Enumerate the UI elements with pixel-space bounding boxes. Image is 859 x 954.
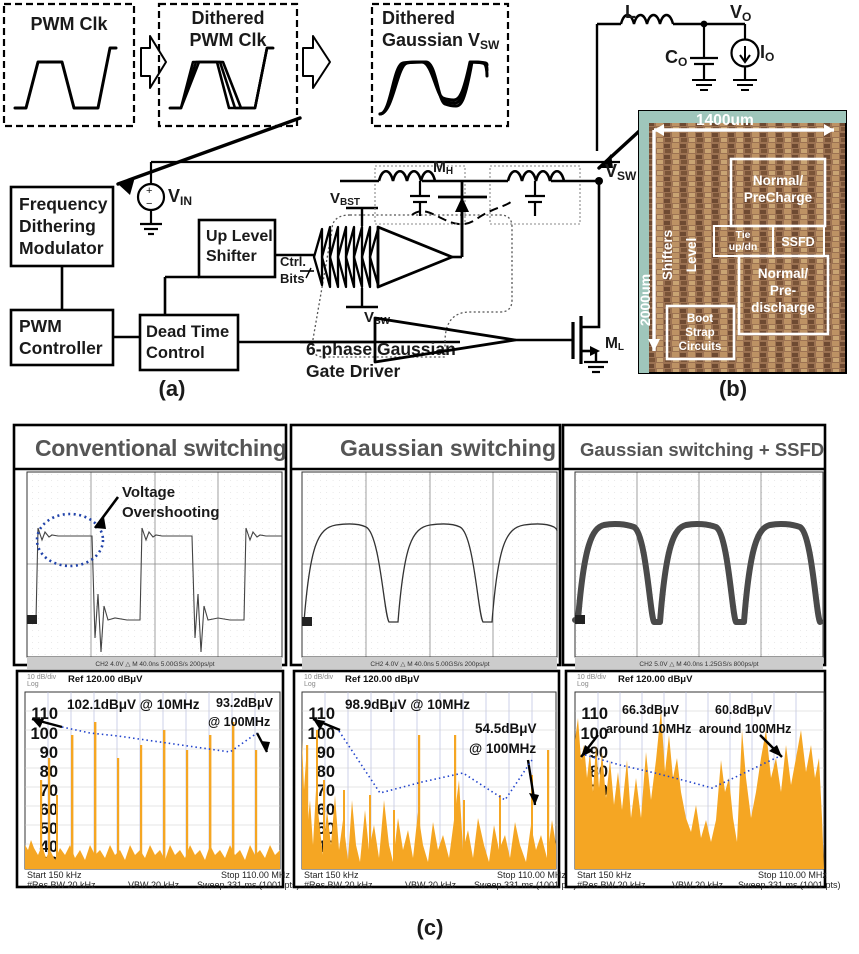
svg-text:#Res BW 20 kHz: #Res BW 20 kHz [27, 880, 96, 890]
svg-text:#Res BW 20 kHz: #Res BW 20 kHz [577, 880, 646, 890]
svg-text:10 dB/div: 10 dB/div [304, 674, 334, 681]
svg-text:98.9dBμV @ 10MHz: 98.9dBμV @ 10MHz [345, 697, 470, 712]
svg-text:Conventional switching: Conventional switching [35, 435, 287, 461]
svg-text:Dithered: Dithered [191, 8, 264, 28]
svg-text:Gate Driver: Gate Driver [306, 361, 401, 381]
svg-text:Start 150 kHz: Start 150 kHz [304, 870, 359, 880]
svg-text:VBW 20 kHz: VBW 20 kHz [672, 880, 724, 890]
svg-text:1400um: 1400um [696, 112, 754, 129]
svg-text:CH2 4.0V △ M 40.0ns: CH2 4.0V △ M 40.0ns 5.00GS/s 200ps/pt [370, 661, 489, 668]
svg-text:Strap: Strap [685, 327, 714, 339]
svg-text:SSFD: SSFD [781, 235, 814, 249]
svg-text:Boot: Boot [687, 313, 713, 325]
svg-text:around 10MHz: around 10MHz [606, 722, 691, 736]
svg-text:Sweep 331 ms (1001 pts): Sweep 331 ms (1001 pts) [738, 880, 841, 890]
svg-text:CH2 5.0V △ M 40.0ns: CH2 5.0V △ M 40.0ns 1.25GS/s 800ps/pt [639, 661, 758, 668]
svg-text:80: 80 [590, 763, 608, 781]
svg-text:10 dB/div: 10 dB/div [27, 674, 57, 681]
svg-text:Up Level: Up Level [206, 228, 273, 245]
svg-text:93.2dBμV: 93.2dBμV [216, 696, 274, 710]
svg-text:2000um: 2000um [637, 274, 653, 326]
svg-text:−: − [146, 198, 152, 210]
svg-text:Sweep 331 ms (1001 pts): Sweep 331 ms (1001 pts) [474, 880, 577, 890]
svg-text:Circuits: Circuits [679, 341, 722, 353]
svg-text:PreCharge: PreCharge [744, 190, 813, 205]
svg-text:Shifters: Shifters [660, 230, 675, 280]
svg-text:PWM Clk: PWM Clk [30, 14, 108, 34]
svg-text:Overshooting: Overshooting [122, 504, 220, 521]
svg-text:Sweep 331 ms (1001 pts): Sweep 331 ms (1001 pts) [197, 880, 300, 890]
svg-text:Log: Log [577, 681, 589, 688]
svg-text:#Res BW 20 kHz: #Res BW 20 kHz [304, 880, 373, 890]
svg-text:Tie: Tie [736, 229, 751, 241]
svg-text:@ 100MHz: @ 100MHz [208, 715, 270, 729]
svg-text:Modulator: Modulator [19, 238, 104, 258]
svg-text:66.3dBμV: 66.3dBμV [622, 703, 680, 717]
svg-text:70: 70 [317, 782, 335, 800]
svg-text:Gaussian switching + SSFD: Gaussian switching + SSFD [580, 439, 824, 460]
svg-text:CH2 4.0V △ M 40.0ns: CH2 4.0V △ M 40.0ns 5.00GS/s 200ps/pt [95, 661, 214, 668]
svg-text:(b): (b) [719, 376, 747, 401]
svg-text:60.8dBμV: 60.8dBμV [715, 703, 773, 717]
svg-text:L: L [625, 2, 636, 22]
svg-text:PWM Clk: PWM Clk [189, 30, 267, 50]
svg-text:Bits: Bits [280, 271, 305, 286]
svg-text:around 100MHz: around 100MHz [699, 722, 791, 736]
svg-text:Normal/: Normal/ [758, 266, 809, 281]
svg-text:VBW 20 kHz: VBW 20 kHz [128, 880, 180, 890]
svg-text:+: + [146, 185, 152, 197]
svg-text:Stop 110.00 MHz: Stop 110.00 MHz [221, 870, 290, 880]
svg-text:102.1dBμV @ 10MHz: 102.1dBμV @ 10MHz [67, 697, 200, 712]
svg-text:Dithering: Dithering [19, 216, 96, 236]
svg-text:@ 100MHz: @ 100MHz [469, 741, 536, 756]
svg-text:Voltage: Voltage [122, 484, 175, 501]
svg-text:VBW 20 kHz: VBW 20 kHz [405, 880, 457, 890]
svg-text:Ref 120.00 dBμV: Ref 120.00 dBμV [345, 674, 420, 685]
svg-text:Dead Time: Dead Time [146, 323, 229, 341]
svg-text:Start 150 kHz: Start 150 kHz [27, 870, 82, 880]
svg-text:Ref 120.00 dBμV: Ref 120.00 dBμV [68, 674, 143, 685]
svg-text:90: 90 [317, 744, 335, 762]
svg-text:up/dn: up/dn [729, 241, 758, 253]
svg-text:Stop 110.00 MHz: Stop 110.00 MHz [497, 870, 566, 880]
svg-text:(c): (c) [417, 915, 444, 940]
svg-text:60: 60 [317, 801, 335, 819]
svg-text:(a): (a) [159, 376, 186, 401]
svg-text:Log: Log [304, 681, 316, 688]
svg-text:Dithered: Dithered [382, 8, 455, 28]
svg-text:Stop 110.00 MHz: Stop 110.00 MHz [758, 870, 827, 880]
svg-text:80: 80 [317, 763, 335, 781]
svg-text:Controller: Controller [19, 338, 103, 358]
svg-text:110: 110 [308, 705, 335, 723]
svg-text:Log: Log [27, 681, 39, 688]
svg-text:54.5dBμV: 54.5dBμV [475, 721, 537, 736]
svg-text:Gaussian switching: Gaussian switching [340, 435, 556, 461]
svg-text:Start 150 kHz: Start 150 kHz [577, 870, 632, 880]
svg-text:10 dB/div: 10 dB/div [577, 674, 607, 681]
svg-text:Ref 120.00 dBμV: Ref 120.00 dBμV [618, 674, 693, 685]
svg-text:100: 100 [30, 725, 58, 743]
svg-text:Ctrl.: Ctrl. [280, 254, 306, 269]
svg-text:Control: Control [146, 344, 205, 362]
svg-text:Frequency: Frequency [19, 194, 108, 214]
svg-text:Level: Level [684, 238, 699, 273]
svg-text:Normal/: Normal/ [753, 173, 804, 188]
svg-text:PWM: PWM [19, 316, 62, 336]
svg-text:110: 110 [581, 705, 608, 723]
svg-text:Pre-: Pre- [770, 283, 796, 298]
svg-text:Shifter: Shifter [206, 248, 257, 265]
svg-text:discharge: discharge [751, 300, 815, 315]
